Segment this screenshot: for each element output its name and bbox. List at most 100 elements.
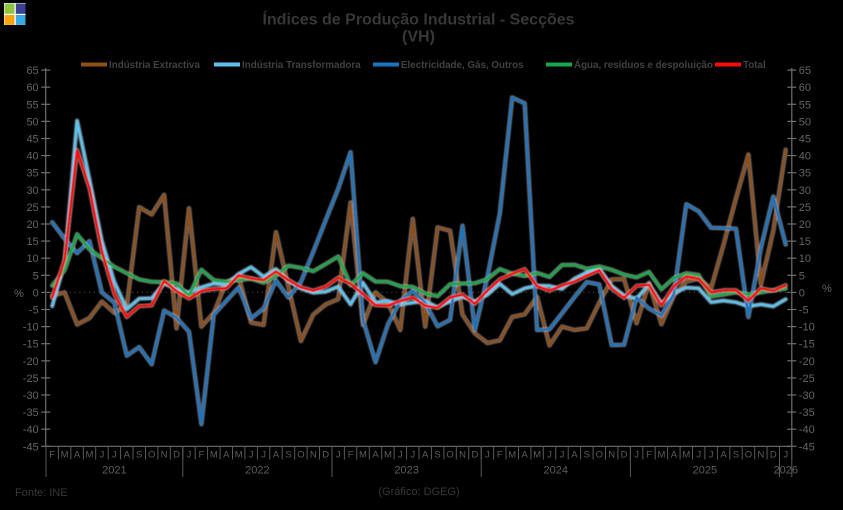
svg-text:10: 10 (26, 253, 38, 265)
svg-text:J: J (410, 450, 415, 461)
svg-text:5: 5 (33, 270, 39, 282)
svg-text:O: O (148, 450, 155, 461)
svg-text:-20: -20 (799, 356, 815, 368)
svg-text:N: N (608, 450, 615, 461)
svg-text:M: M (86, 450, 94, 461)
svg-text:A: A (522, 450, 529, 461)
svg-text:M: M (384, 450, 392, 461)
svg-text:2026: 2026 (774, 465, 798, 477)
svg-text:N: N (757, 450, 764, 461)
svg-text:M: M (210, 450, 218, 461)
svg-text:M: M (508, 450, 516, 461)
svg-text:0: 0 (33, 287, 39, 299)
svg-text:D: D (322, 450, 329, 461)
svg-text:30: 30 (799, 185, 811, 197)
svg-text:J: J (187, 450, 192, 461)
svg-text:S: S (733, 450, 739, 461)
svg-text:25: 25 (799, 202, 811, 214)
svg-text:D: D (621, 450, 628, 461)
svg-text:2025: 2025 (693, 465, 717, 477)
svg-text:-45: -45 (799, 441, 815, 453)
svg-text:-40: -40 (799, 424, 815, 436)
svg-text:-25: -25 (799, 373, 815, 385)
svg-text:60: 60 (799, 82, 811, 94)
svg-text:O: O (745, 450, 752, 461)
svg-text:J: J (634, 450, 639, 461)
svg-text:45: 45 (26, 134, 38, 146)
svg-text:20: 20 (799, 219, 811, 231)
svg-text:(Gráfico: DGEG): (Gráfico: DGEG) (378, 486, 459, 498)
svg-text:0: 0 (799, 287, 805, 299)
svg-text:5: 5 (799, 270, 805, 282)
svg-text:-20: -20 (23, 356, 39, 368)
svg-text:-40: -40 (23, 424, 39, 436)
svg-text:D: D (173, 450, 180, 461)
svg-text:-15: -15 (23, 339, 39, 351)
svg-text:-35: -35 (799, 407, 815, 419)
svg-text:J: J (261, 450, 266, 461)
svg-text:N: N (310, 450, 317, 461)
svg-text:65: 65 (26, 65, 38, 77)
svg-text:M: M (235, 450, 243, 461)
svg-text:2022: 2022 (245, 465, 269, 477)
svg-text:Fonte: INE: Fonte: INE (15, 487, 68, 499)
svg-text:M: M (657, 450, 665, 461)
svg-text:A: A (720, 450, 727, 461)
svg-text:A: A (571, 450, 578, 461)
svg-text:-25: -25 (23, 373, 39, 385)
svg-text:A: A (223, 450, 230, 461)
svg-text:F: F (497, 450, 503, 461)
svg-text:-45: -45 (23, 441, 39, 453)
svg-text:40: 40 (799, 151, 811, 163)
svg-text:J: J (560, 450, 565, 461)
svg-text:A: A (124, 450, 131, 461)
svg-text:J: J (547, 450, 552, 461)
svg-text:A: A (273, 450, 280, 461)
svg-text:-5: -5 (799, 305, 809, 317)
svg-text:50: 50 (26, 116, 38, 128)
svg-text:J: J (783, 450, 788, 461)
svg-text:55: 55 (799, 99, 811, 111)
svg-text:30: 30 (26, 185, 38, 197)
svg-text:Índices de Produção Industrial: Índices de Produção Industrial - Secções (262, 10, 574, 29)
svg-text:Electricidade, Gás, Outros: Electricidade, Gás, Outros (401, 60, 524, 71)
svg-text:40: 40 (26, 151, 38, 163)
svg-text:J: J (398, 450, 403, 461)
svg-text:-30: -30 (23, 390, 39, 402)
svg-text:J: J (696, 450, 701, 461)
svg-text:J: J (709, 450, 714, 461)
svg-text:O: O (596, 450, 603, 461)
svg-text:35: 35 (799, 168, 811, 180)
svg-text:Indústria Transformadora: Indústria Transformadora (242, 60, 361, 71)
svg-text:D: D (471, 450, 478, 461)
svg-text:Indústria Extractiva: Indústria Extractiva (109, 60, 200, 71)
svg-text:Água, resíduos e despoluição: Água, resíduos e despoluição (574, 59, 713, 71)
svg-text:55: 55 (26, 99, 38, 111)
svg-text:M: M (533, 450, 541, 461)
svg-text:F: F (348, 450, 354, 461)
svg-text:45: 45 (799, 134, 811, 146)
svg-text:50: 50 (799, 116, 811, 128)
svg-text:S: S (584, 450, 590, 461)
svg-text:%: % (822, 283, 832, 295)
svg-text:J: J (100, 450, 105, 461)
svg-text:-15: -15 (799, 339, 815, 351)
svg-text:2023: 2023 (394, 465, 418, 477)
svg-text:N: N (161, 450, 168, 461)
svg-text:S: S (434, 450, 440, 461)
svg-text:10: 10 (799, 253, 811, 265)
svg-text:S: S (136, 450, 142, 461)
svg-text:2024: 2024 (544, 465, 568, 477)
svg-text:J: J (336, 450, 341, 461)
svg-text:35: 35 (26, 168, 38, 180)
svg-text:15: 15 (26, 236, 38, 248)
svg-text:Total: Total (743, 60, 766, 71)
svg-text:J: J (485, 450, 490, 461)
svg-text:O: O (446, 450, 453, 461)
svg-text:S: S (285, 450, 291, 461)
svg-text:%: % (14, 288, 24, 300)
svg-text:-10: -10 (799, 322, 815, 334)
svg-text:2021: 2021 (102, 465, 126, 477)
svg-text:F: F (198, 450, 204, 461)
svg-text:(VH): (VH) (402, 29, 435, 46)
